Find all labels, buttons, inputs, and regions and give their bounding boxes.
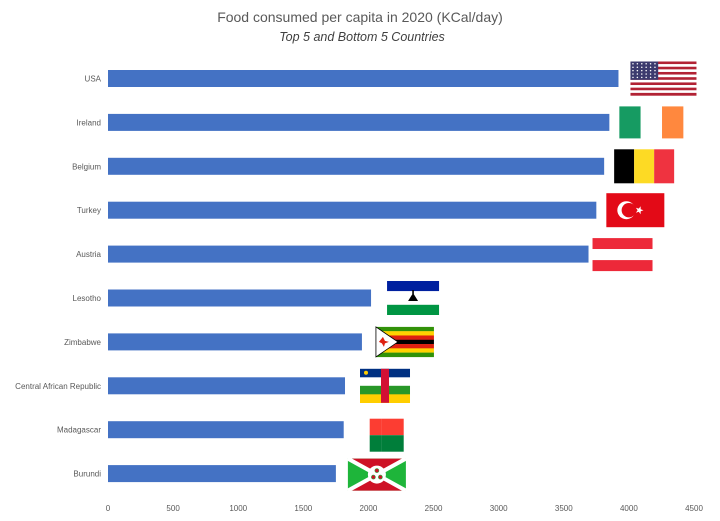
category-label: Zimbabwe <box>64 338 101 347</box>
category-label: Belgium <box>72 162 101 171</box>
x-tick-label: 1500 <box>294 504 312 513</box>
category-label: Austria <box>76 250 101 259</box>
chart-title: Food consumed per capita in 2020 (KCal/d… <box>217 9 503 25</box>
bar-turkey <box>108 201 597 219</box>
x-tick-label: 500 <box>166 504 180 513</box>
bar-madagascar <box>108 421 344 439</box>
bar-austria <box>108 245 589 263</box>
bars-layer <box>108 70 619 483</box>
category-label: Madagascar <box>57 426 101 435</box>
x-axis-ticks: 0 500 1000 1500 2000 2500 3000 3500 4000 4500 <box>106 504 704 513</box>
category-label: Turkey <box>77 206 101 215</box>
x-tick-label: 4000 <box>620 504 638 513</box>
x-tick-label: 3500 <box>555 504 573 513</box>
chart-subtitle: Top 5 and Bottom 5 Countries <box>279 30 445 44</box>
category-labels: USA Ireland Belgium Turkey Austria Lesotho Zim… <box>15 75 101 479</box>
zimbabwe-flag <box>375 326 434 358</box>
bar-usa <box>108 70 619 87</box>
category-label: Ireland <box>77 118 101 127</box>
belgium-flag <box>614 149 675 184</box>
x-tick-label: 2000 <box>360 504 378 513</box>
bar-burundi <box>108 465 336 483</box>
x-tick-label: 3000 <box>490 504 508 513</box>
burundi-flag <box>346 456 407 493</box>
x-tick-label: 0 <box>106 504 111 513</box>
category-label: Central African Republic <box>15 382 101 391</box>
x-tick-label: 4500 <box>685 504 703 513</box>
turkey-flag <box>606 193 665 228</box>
category-label: Lesotho <box>73 294 102 303</box>
category-label: USA <box>85 75 102 84</box>
central-african-republic-flag <box>360 368 411 403</box>
x-tick-label: 1000 <box>229 504 247 513</box>
bar-lesotho <box>108 289 372 307</box>
category-label: Burundi <box>73 470 101 479</box>
bar-zimbabwe <box>108 333 362 351</box>
flags-layer <box>346 61 697 493</box>
bar-belgium <box>108 157 605 175</box>
x-tick-label: 2500 <box>425 504 443 513</box>
madagascar-flag <box>369 418 404 452</box>
bar-central-african-republic <box>108 377 346 395</box>
austria-flag <box>592 238 653 272</box>
usa-flag <box>630 61 697 96</box>
bar-ireland <box>108 113 610 131</box>
lesotho-flag <box>387 281 440 315</box>
ireland-flag <box>619 106 684 139</box>
